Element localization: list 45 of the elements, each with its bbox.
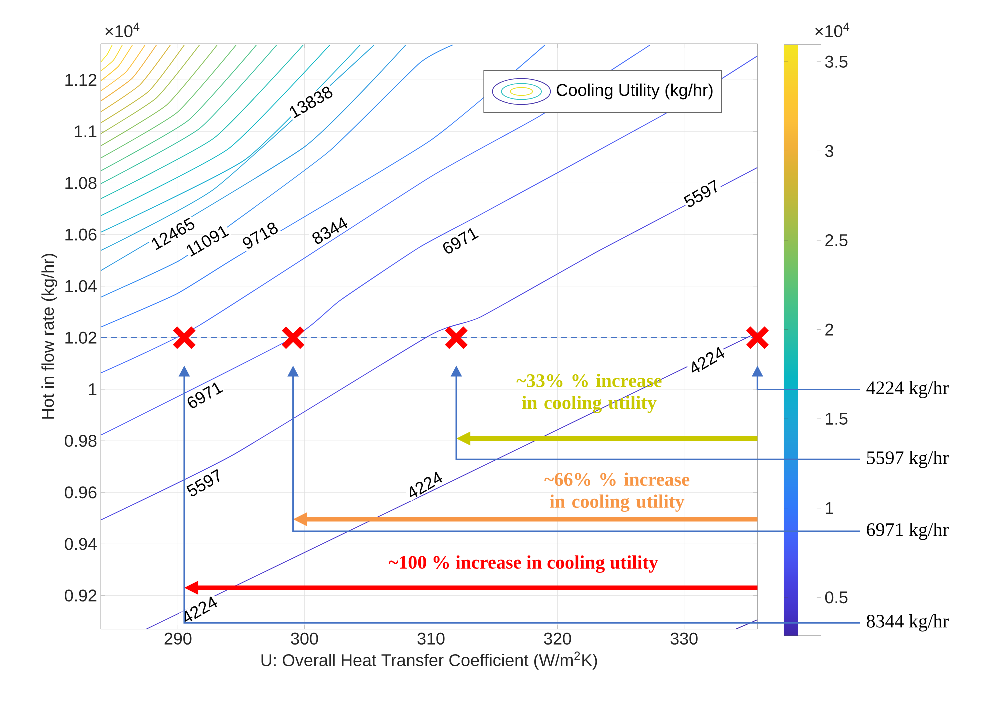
annotation: 5597 [684, 180, 718, 208]
annotation: ~33% % increase in cooling utility [516, 374, 662, 414]
x-tick-label: 300 [291, 632, 318, 645]
color-bar-label: 2 [826, 324, 834, 336]
y-tick-label: 0.92 [65, 590, 97, 602]
x-tick-label: 330 [670, 632, 698, 645]
color-bar-label: 3 [825, 145, 834, 158]
text: 4224 kg/hr [866, 381, 949, 398]
y-tick-label: 1.06 [66, 228, 97, 241]
text: ×10$^{4}$ [106, 22, 140, 38]
y-tick-label: 1.02 [66, 332, 97, 344]
annotation: 6971 [188, 382, 224, 408]
annotation: 4224 [692, 347, 725, 373]
color-bar-label: 1.5 [826, 413, 848, 425]
y-tick-label: 1.08 [66, 177, 97, 190]
text: 6971 kg/hr [867, 522, 949, 540]
y-tick-label: 1.1 [75, 126, 97, 138]
y-tick-label: 1 [89, 384, 97, 396]
color-bar-label: 3.5 [825, 56, 848, 68]
color-bar-label: 1 [826, 502, 834, 514]
x-tick-label: 290 [164, 632, 192, 645]
x-tick-label: 320 [544, 632, 572, 645]
annotation: ~100 % increase in cooling utility [388, 556, 658, 574]
y-tick-label: 1.12 [66, 74, 97, 86]
annotation: 9718 [243, 222, 278, 249]
annotation: 6971 [443, 228, 479, 254]
line-series [101, 167, 758, 521]
text: 8344 kg/hr [866, 614, 949, 632]
y-tick-label: 1.04 [66, 280, 97, 292]
x-tick-label: 310 [418, 632, 445, 645]
annotation: 8344 [312, 217, 348, 244]
text: 5597 kg/hr [867, 451, 949, 468]
annotation: 4224 [184, 596, 218, 622]
x-axis-title: U: Overall Heat Transfer Coefficient (W/m$^{2}$K) [262, 652, 598, 670]
y-axis-title: Hot in flow rate (kg/hr) [42, 254, 58, 419]
color-bar-label: 2.5 [826, 234, 848, 247]
annotation: 5597 [186, 469, 220, 496]
y-tick-label: 0.94 [65, 538, 97, 550]
legend-title: Cooling Utility (kg/hr) [556, 84, 713, 100]
color-bar-label: 0.5 [825, 592, 848, 604]
y-tick-label: 0.96 [65, 486, 97, 499]
text: ×10$^{4}$ [816, 22, 850, 38]
annotation: ~66% % increase in cooling utility [544, 472, 690, 512]
y-tick-label: 0.98 [65, 435, 97, 448]
annotation: 4224 [410, 472, 443, 498]
